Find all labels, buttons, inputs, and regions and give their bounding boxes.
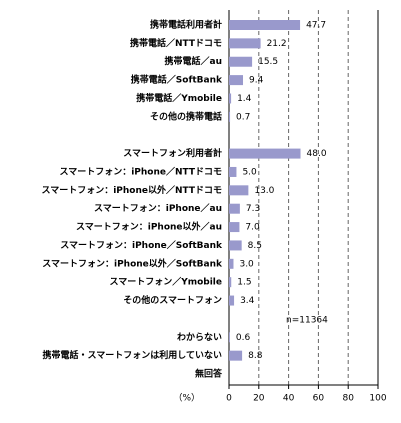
value-label: 47.7 <box>306 21 326 31</box>
y-tick-label: 携帯電話利用者計 <box>150 19 222 31</box>
value-label: 7.0 <box>245 223 260 233</box>
bar <box>229 111 231 122</box>
x-tick-label: 60 <box>313 394 325 404</box>
value-label: 5.0 <box>242 167 257 177</box>
x-tick-label: 80 <box>342 394 354 404</box>
value-label: 0.7 <box>236 112 250 122</box>
value-label: 0.6 <box>236 333 251 343</box>
x-tick-label: 0 <box>226 394 232 404</box>
bar <box>229 75 244 86</box>
y-tick-label: スマートフォン：iPhone以外／SoftBank <box>42 257 223 269</box>
bar <box>229 258 234 269</box>
bar <box>229 93 232 104</box>
value-label: 8.5 <box>248 241 262 251</box>
value-label: 13.0 <box>254 186 274 196</box>
y-tick-label: その他の携帯電話 <box>150 110 222 122</box>
bar <box>229 56 253 67</box>
annotation: n=11364 <box>286 316 328 326</box>
bar <box>229 277 232 288</box>
value-label: 3.0 <box>239 259 254 269</box>
y-tick-label: スマートフォン利用者計 <box>123 147 222 159</box>
y-tick-label: 携帯電話／SoftBank <box>131 74 223 86</box>
y-tick-label: スマートフォン：iPhone／au <box>94 203 222 214</box>
bar <box>229 240 242 251</box>
y-tick-label: 携帯電話／NTTドコモ <box>130 37 222 49</box>
y-tick-label: スマートフォン：iPhone／NTTドコモ <box>59 166 222 177</box>
y-tick-label: スマートフォン：iPhone以外／NTTドコモ <box>41 184 222 196</box>
value-label: 3.4 <box>240 296 255 306</box>
y-tick-label: 携帯電話・スマートフォンは利用していない <box>43 349 222 361</box>
bar <box>229 295 235 306</box>
x-axis-label: （%） <box>173 393 200 404</box>
value-label: 21.2 <box>267 39 287 49</box>
bar <box>229 148 301 159</box>
value-label: 48.0 <box>307 149 327 159</box>
bar <box>229 203 240 214</box>
value-label: 1.5 <box>237 278 251 288</box>
y-tick-label: スマートフォン：iPhone以外／au <box>76 221 222 233</box>
y-tick-label: わからない <box>177 332 222 343</box>
value-label: 1.4 <box>237 94 252 104</box>
y-tick-label: 携帯電話／au <box>165 55 222 67</box>
value-label: 7.3 <box>246 204 260 214</box>
bar <box>229 20 301 30</box>
value-label: 8.8 <box>248 351 263 361</box>
bar <box>229 350 243 361</box>
bar <box>229 38 261 49</box>
bar <box>229 222 240 233</box>
value-label: 15.5 <box>258 57 278 67</box>
bar <box>229 185 249 196</box>
value-label: 9.4 <box>249 76 264 86</box>
y-tick-label: 無回答 <box>195 368 223 380</box>
x-tick-label: 100 <box>369 394 386 404</box>
bar <box>229 332 230 343</box>
y-tick-label: スマートフォン／Ymobile <box>109 277 222 288</box>
y-tick-label: 携帯電話／Ymobile <box>136 92 222 104</box>
x-tick-label: 40 <box>283 394 295 404</box>
x-tick-label: 20 <box>253 394 265 404</box>
y-tick-label: スマートフォン：iPhone／SoftBank <box>60 240 223 251</box>
y-tick-label: その他のスマートフォン <box>123 294 222 306</box>
bar <box>229 166 237 177</box>
